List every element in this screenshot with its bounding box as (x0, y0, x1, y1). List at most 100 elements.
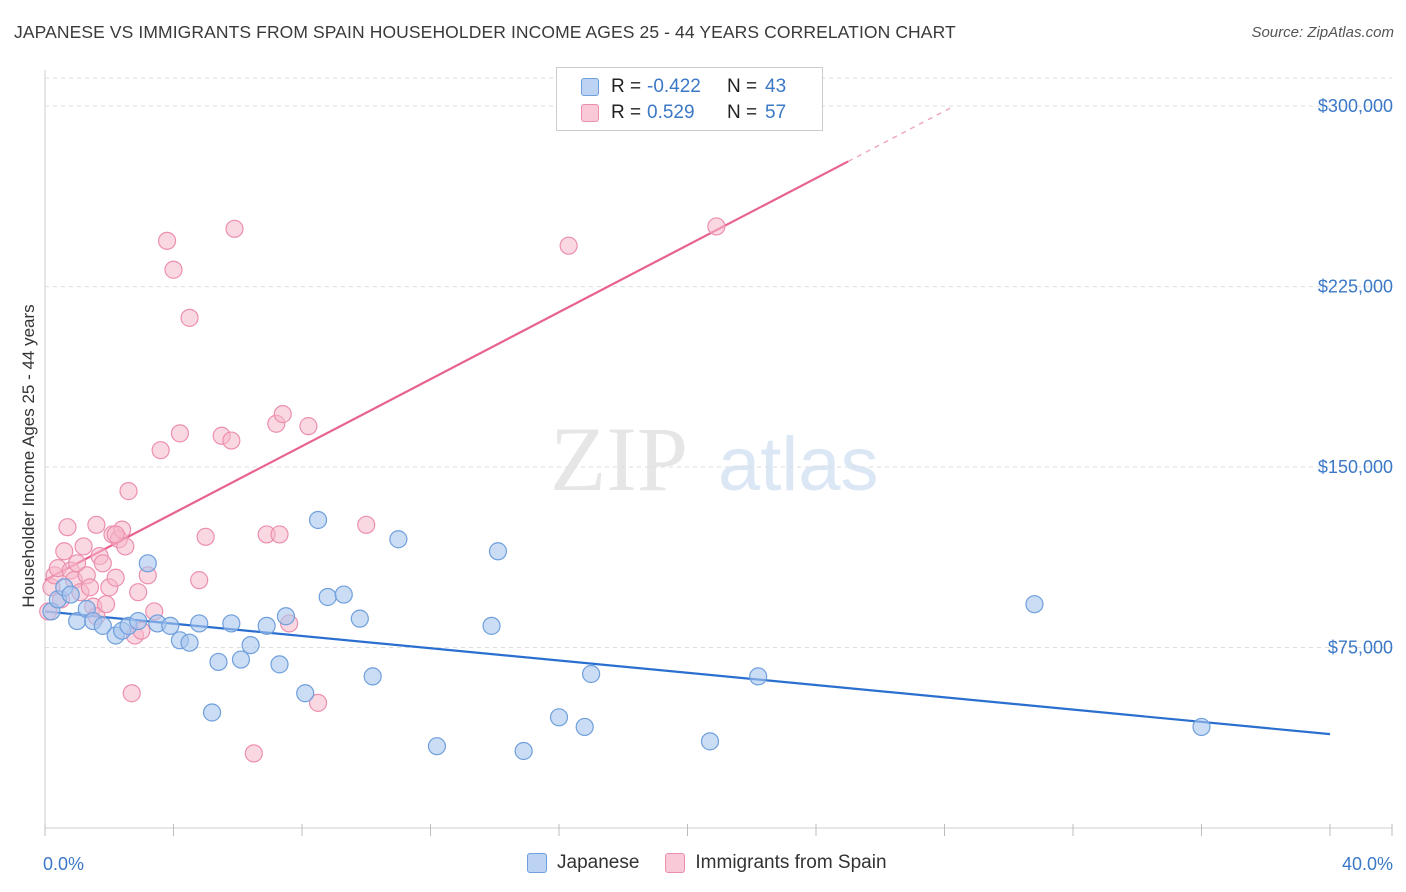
data-point-japanese (582, 664, 601, 684)
legend-row-japanese: R = -0.422 N = 43 (581, 75, 786, 99)
grid (45, 77, 1392, 649)
data-point-spain (119, 482, 138, 501)
series-legend: Japanese Immigrants from Spain (527, 852, 913, 874)
legend-swatch-spain (665, 853, 686, 873)
data-point-japanese (222, 614, 241, 633)
data-point-spain (707, 217, 726, 236)
data-point-japanese (749, 667, 768, 686)
legend-swatch-japanese (527, 853, 547, 873)
legend-n-value: 57 (765, 102, 787, 123)
y-tick-label: $300,000 (1318, 96, 1393, 116)
data-point-japanese (700, 732, 720, 751)
data-point-spain (308, 693, 328, 712)
data-point-japanese (241, 636, 260, 655)
data-point-spain (87, 515, 106, 534)
legend-label-spain: Immigrants from Spain (695, 852, 887, 873)
axes (44, 70, 1393, 836)
data-point-japanese (190, 614, 209, 633)
data-point-spain (116, 537, 135, 556)
data-point-japanese (129, 611, 148, 631)
data-point-spain (559, 236, 578, 255)
trend-line-spain (44, 160, 849, 582)
trend-line-spain-extension (847, 105, 955, 163)
data-point-spain (74, 537, 93, 556)
data-point-spain (151, 441, 170, 460)
correlation-legend: R = -0.422 N = 43 R = 0.529 N = 57 (556, 67, 823, 131)
trend-line-japanese (44, 610, 1331, 736)
legend-item-spain[interactable]: Immigrants from Spain (665, 852, 887, 874)
data-point-japanese (270, 655, 289, 674)
legend-r-value: 0.529 (647, 102, 695, 123)
data-point-spain (196, 527, 215, 546)
data-point-japanese (231, 650, 251, 669)
data-point-spain (357, 515, 376, 534)
legend-n-label: N = (727, 76, 758, 97)
data-point-japanese (488, 542, 508, 561)
legend-swatch-japanese (581, 78, 599, 96)
data-point-japanese (389, 530, 408, 549)
y-axis-label: Householder Income Ages 25 - 44 years (19, 304, 38, 607)
data-point-spain (129, 583, 148, 602)
data-point-japanese (1192, 717, 1211, 737)
legend-n-value: 43 (765, 76, 787, 97)
data-point-japanese (318, 587, 337, 607)
legend-n-label: N = (727, 102, 758, 123)
data-point-japanese (276, 607, 296, 626)
legend-r-label: R = (611, 102, 642, 123)
data-point-spain (106, 568, 125, 587)
data-point-spain (93, 554, 112, 573)
data-point-japanese (93, 616, 112, 635)
x-tick-label-min: 0.0% (43, 854, 84, 874)
data-point-spain (106, 525, 125, 544)
watermark: ZIP atlas (550, 408, 879, 510)
watermark-zip: ZIP (550, 408, 688, 510)
data-point-japanese (138, 554, 157, 573)
data-point-spain (222, 431, 241, 450)
data-point-spain (122, 684, 141, 703)
data-point-spain (68, 554, 87, 573)
data-point-spain (225, 219, 244, 238)
legend-row-spain: R = 0.529 N = 57 (581, 101, 786, 125)
data-point-japanese (514, 741, 533, 761)
data-point-japanese (202, 703, 222, 722)
data-point-spain (80, 578, 100, 597)
data-point-spain (190, 571, 209, 590)
data-point-japanese (427, 737, 447, 756)
y-tick-label: $225,000 (1318, 277, 1393, 297)
data-point-japanese (363, 667, 382, 686)
legend-r-value: -0.422 (647, 76, 701, 97)
legend-r-label: R = (611, 76, 642, 97)
data-point-japanese (308, 510, 328, 530)
data-point-japanese (334, 585, 353, 604)
data-point-japanese (482, 616, 501, 635)
legend-item-japanese[interactable]: Japanese (527, 852, 639, 874)
data-point-japanese (575, 717, 594, 737)
data-point-spain (55, 542, 74, 561)
watermark-atlas: atlas (718, 422, 879, 507)
data-point-japanese (350, 609, 369, 628)
source-credit: Source: ZipAtlas.com (1251, 24, 1394, 41)
data-point-spain (244, 744, 263, 763)
data-point-spain (299, 417, 318, 436)
legend-swatch-spain (581, 104, 599, 122)
data-point-spain (157, 231, 177, 250)
data-point-spain (96, 595, 116, 614)
points-japanese (42, 510, 1211, 761)
data-point-spain (180, 308, 199, 327)
y-tick-label: $150,000 (1318, 457, 1393, 477)
data-point-japanese (180, 633, 199, 652)
data-point-spain (270, 525, 289, 544)
data-point-japanese (257, 616, 276, 635)
data-point-japanese (61, 585, 80, 604)
data-point-spain (164, 260, 183, 279)
legend-label-japanese: Japanese (557, 852, 640, 873)
data-point-japanese (161, 616, 180, 635)
data-point-spain (170, 424, 190, 443)
data-point-japanese (1025, 595, 1044, 614)
y-tick-label: $75,000 (1328, 638, 1393, 658)
data-point-spain (273, 405, 292, 424)
data-point-spain (58, 518, 77, 537)
data-point-japanese (209, 652, 228, 672)
chart-title: JAPANESE VS IMMIGRANTS FROM SPAIN HOUSEH… (14, 22, 956, 42)
